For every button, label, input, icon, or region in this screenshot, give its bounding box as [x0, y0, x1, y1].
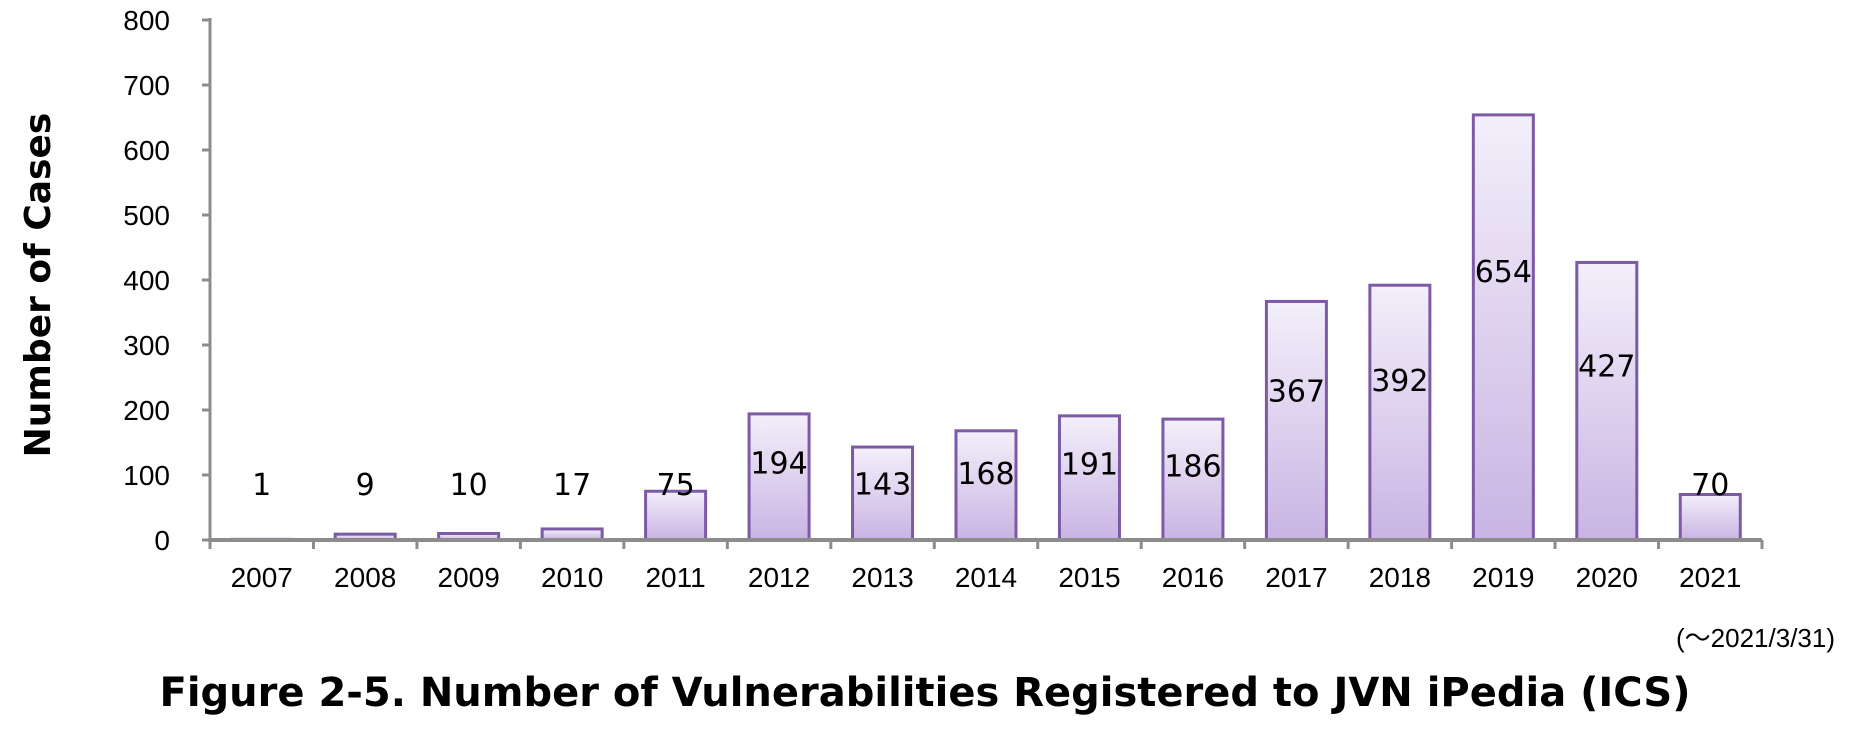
x-tick-label: 2009	[438, 562, 500, 593]
x-tick-label: 2017	[1265, 562, 1327, 593]
data-label: 367	[1268, 374, 1325, 409]
x-tick-label: 2019	[1472, 562, 1534, 593]
y-tick-label: 600	[123, 135, 170, 166]
x-tick-label: 2010	[541, 562, 603, 593]
data-label: 191	[1061, 448, 1118, 483]
data-label: 9	[356, 468, 375, 503]
figure-caption: Figure 2-5. Number of Vulnerabilities Re…	[160, 670, 1691, 716]
data-label: 392	[1371, 364, 1428, 399]
data-label: 168	[957, 457, 1014, 492]
bar-2013	[851, 445, 915, 542]
bar-2015	[1057, 414, 1121, 542]
bar-2011	[644, 489, 708, 542]
y-tick-label: 300	[123, 330, 170, 361]
x-tick-label: 2014	[955, 562, 1017, 593]
x-axis-labels: 2007 2008 2009 2010 2011 2012 2013 2014 2015 2016…	[231, 562, 1742, 593]
y-tick-label: 0	[154, 525, 170, 556]
y-tick-label: 200	[123, 395, 170, 426]
data-label: 10	[450, 468, 488, 503]
bar-2014	[954, 429, 1018, 542]
y-tick-label: 500	[123, 200, 170, 231]
data-label: 427	[1578, 349, 1635, 384]
bar-2020	[1575, 260, 1639, 542]
bars	[230, 113, 1742, 542]
date-note: (～2021/3/31)	[1676, 623, 1835, 653]
y-axis-ticks: 0 100 200 300 400 500 600 700 800	[123, 5, 210, 556]
data-label: 1	[252, 468, 271, 503]
data-label: 75	[657, 468, 695, 503]
y-tick-label: 400	[123, 265, 170, 296]
data-labels: 1 9 10 17 75 194 143 168 191 186 367 392 654 427 70	[252, 255, 1729, 503]
x-tick-label: 2018	[1369, 562, 1431, 593]
x-tick-label: 2021	[1679, 562, 1741, 593]
y-axis-title: Number of Cases	[18, 113, 59, 458]
data-label: 654	[1475, 255, 1532, 290]
data-label: 70	[1691, 468, 1729, 503]
bar-2019	[1471, 113, 1535, 542]
x-tick-label: 2016	[1162, 562, 1224, 593]
x-tick-label: 2015	[1058, 562, 1120, 593]
x-tick-label: 2013	[851, 562, 913, 593]
x-tick-label: 2020	[1576, 562, 1638, 593]
bar-2016	[1161, 417, 1225, 542]
y-tick-label: 700	[123, 70, 170, 101]
y-tick-label: 800	[123, 5, 170, 36]
x-tick-label: 2007	[231, 562, 293, 593]
y-tick-label: 100	[123, 460, 170, 491]
axes	[208, 18, 1764, 549]
x-tick-label: 2008	[334, 562, 396, 593]
data-label: 143	[854, 468, 911, 503]
data-label: 17	[553, 468, 591, 503]
x-tick-label: 2011	[645, 562, 705, 593]
data-label: 186	[1164, 450, 1221, 485]
bar-2017	[1264, 299, 1328, 542]
data-label: 194	[750, 446, 807, 481]
bar-2018	[1368, 283, 1432, 542]
x-tick-label: 2012	[748, 562, 810, 593]
